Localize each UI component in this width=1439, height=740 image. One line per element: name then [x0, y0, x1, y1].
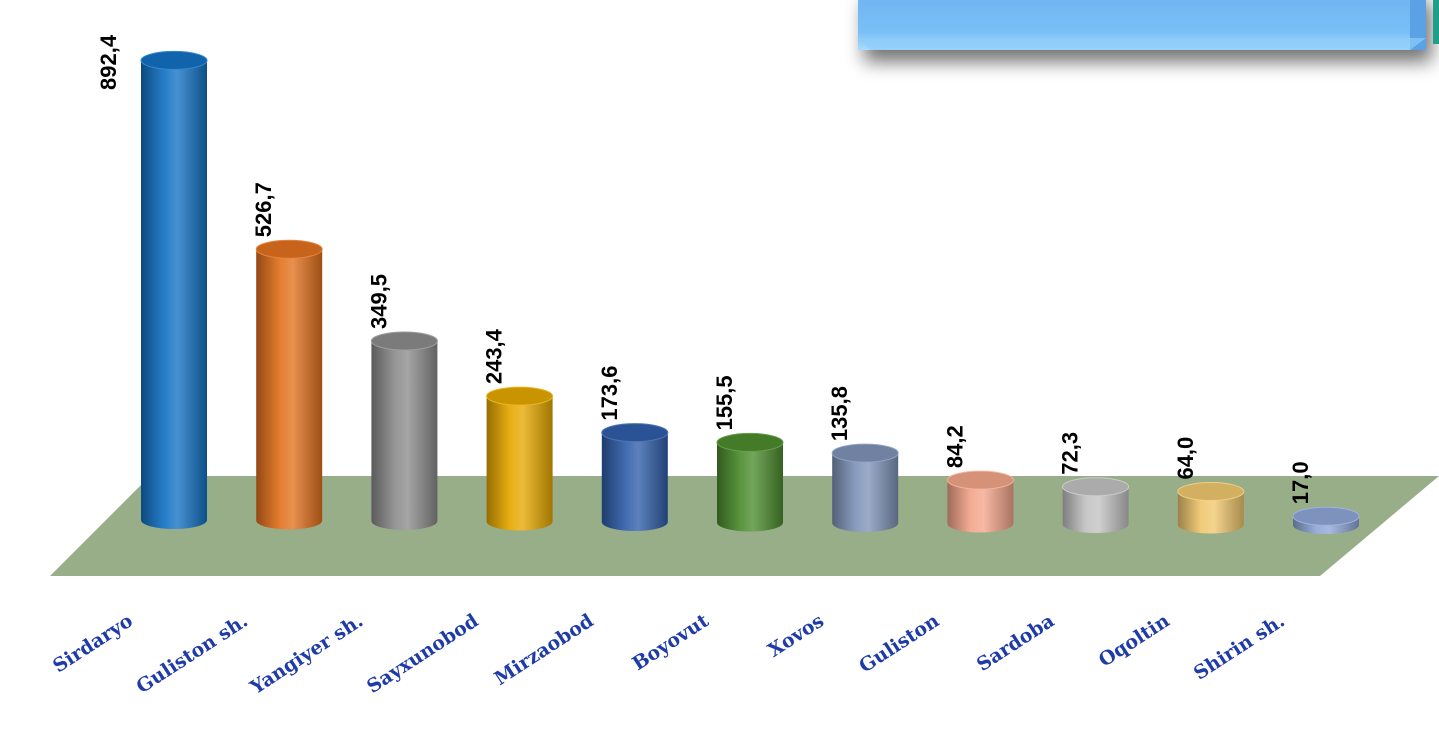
bar-yangiyer-sh: [370, 331, 438, 530]
category-label: Guliston sh.: [132, 610, 251, 698]
data-label: 526,7: [251, 182, 276, 237]
bar-top: [831, 443, 899, 463]
bar-body: [371, 341, 438, 530]
bar-top: [946, 470, 1014, 490]
category-label: Boyovut: [629, 610, 713, 675]
category-label: Xovos: [764, 610, 828, 662]
bar-top: [1292, 506, 1360, 526]
bar-body: [141, 60, 207, 529]
data-label: 892,4: [96, 34, 121, 90]
bar-top: [601, 423, 669, 443]
bar-top: [486, 386, 554, 406]
bar-body: [947, 480, 1014, 533]
data-label: 173,6: [597, 366, 622, 421]
category-label: Sardoba: [973, 610, 1058, 676]
data-label: 349,5: [366, 274, 391, 329]
data-label: 155,5: [712, 375, 737, 430]
category-label: Sayxunobod: [363, 610, 482, 698]
bar-top: [716, 432, 784, 452]
category-label: Mirzaobod: [491, 610, 598, 690]
data-label: 135,8: [827, 386, 852, 441]
bar-shirin-sh: [1292, 506, 1360, 534]
bar-sayxunobod: [486, 386, 554, 531]
bar-top: [140, 50, 208, 70]
data-label: 17,0: [1288, 461, 1313, 504]
bar-body: [601, 432, 668, 531]
data-label: 243,4: [482, 328, 507, 384]
bar-guliston-sh: [255, 239, 323, 530]
data-labels-group: 892,4 526,7 349,5 243,4 173,6 155,5 135,8 84,2 7…: [96, 34, 1313, 504]
category-label: Sirdaryo: [49, 610, 137, 678]
bar-top: [255, 239, 323, 259]
bar-oqoltin: [1177, 482, 1245, 534]
bar-boyovut: [716, 432, 784, 532]
category-label: Guliston: [855, 610, 943, 678]
bar-xovos: [831, 443, 899, 532]
category-label: Yangiyer sh.: [246, 610, 368, 700]
bars-group: [140, 50, 1360, 534]
bar-mirzaobod: [601, 423, 669, 531]
data-label: 72,3: [1058, 432, 1083, 475]
category-label: Oqoltin: [1095, 610, 1174, 672]
data-label: 64,0: [1173, 437, 1198, 480]
bar-body: [1062, 486, 1129, 533]
bar-body: [256, 249, 323, 530]
bar-guliston: [946, 470, 1014, 533]
bar-top: [370, 331, 438, 351]
decorative-box: [858, 0, 1439, 50]
data-label: 84,2: [942, 425, 967, 468]
bar-sirdaryo: [140, 50, 208, 529]
bar-body: [1177, 491, 1244, 534]
category-label: Shirin sh.: [1190, 610, 1289, 685]
bar-body: [486, 396, 553, 531]
bar-top: [1177, 482, 1245, 502]
bar-sardoba: [1062, 477, 1130, 533]
bar-top: [1062, 477, 1130, 497]
bar-body: [717, 442, 783, 532]
bar-body: [832, 453, 899, 532]
